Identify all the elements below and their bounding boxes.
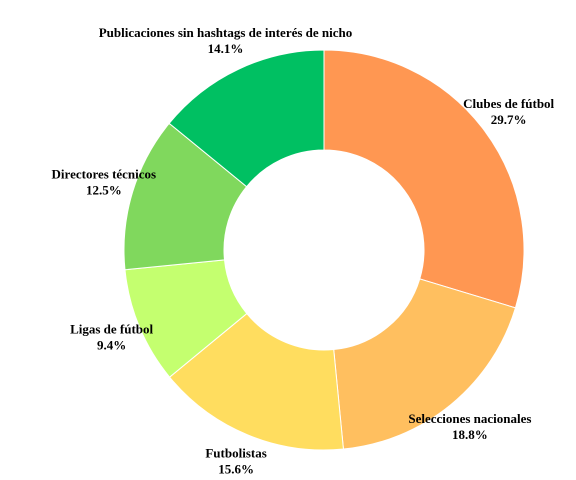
slice-label: Futbolistas	[205, 446, 266, 461]
slice-label: Clubes de fútbol	[463, 96, 554, 111]
donut-slice	[333, 278, 517, 450]
slice-value-label: 14.1%	[208, 41, 244, 56]
slice-value-label: 29.7%	[491, 112, 527, 127]
slice-value-label: 9.4%	[97, 337, 126, 352]
donut-slice	[168, 312, 344, 451]
slice-value-label: 12.5%	[86, 182, 122, 197]
slice-label: Publicaciones sin hashtags de interés de…	[99, 25, 353, 40]
donut-slice	[168, 49, 325, 188]
slice-label: Directores técnicos	[52, 166, 157, 181]
slice-label: Ligas de fútbol	[70, 321, 153, 336]
slice-value-label: 18.8%	[452, 427, 488, 442]
donut-slice	[323, 49, 525, 309]
slice-label: Selecciones nacionales	[408, 411, 531, 426]
slice-value-label: 15.6%	[218, 462, 254, 477]
